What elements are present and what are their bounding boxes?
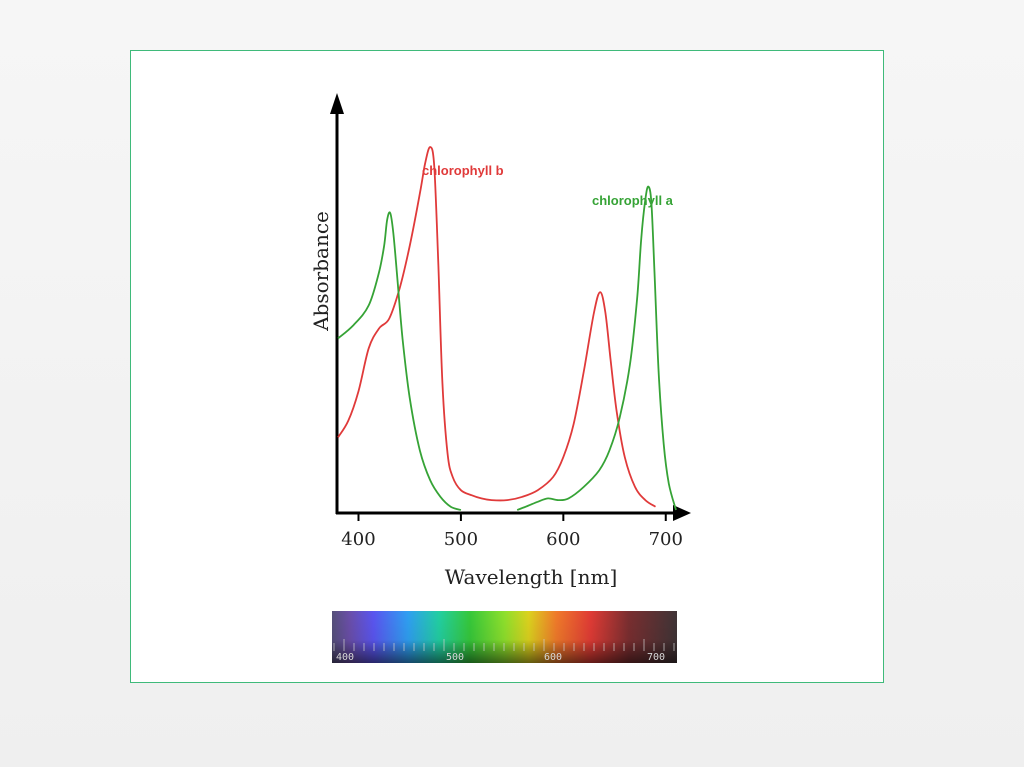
series-label-chlorophyll-a: chlorophyll a: [592, 193, 674, 208]
x-axis-arrow: [673, 505, 691, 521]
figure-frame: 400 500 600 700 chlorophyll b chlorophyll a…: [130, 50, 884, 683]
spectrum-shading: [332, 611, 677, 663]
spectrum-label-700: 700: [647, 652, 665, 663]
x-axis-ticks: 400 500 600 700: [341, 513, 683, 550]
visible-spectrum-bar: 400 500 600 700: [332, 611, 677, 663]
y-axis-title: Absorbance: [309, 211, 333, 332]
x-axis-title: Wavelength [nm]: [445, 565, 618, 589]
spectrum-ticks: [333, 639, 675, 651]
spectrum-label-500: 500: [446, 652, 464, 663]
y-axis-arrow: [330, 93, 344, 114]
x-tick-label-500: 500: [444, 529, 478, 550]
x-tick-label-600: 600: [546, 529, 580, 550]
spectrum-label-400: 400: [336, 652, 354, 663]
spectrum-label-600: 600: [544, 652, 562, 663]
x-tick-label-700: 700: [649, 529, 683, 550]
series-line-chlorophyll-a: [337, 185, 677, 511]
x-tick-label-400: 400: [341, 529, 375, 550]
absorbance-chart: 400 500 600 700 chlorophyll b chlorophyll a…: [309, 93, 691, 663]
series-line-chlorophyll-b: [337, 146, 656, 508]
series-label-chlorophyll-b: chlorophyll b: [422, 163, 504, 178]
